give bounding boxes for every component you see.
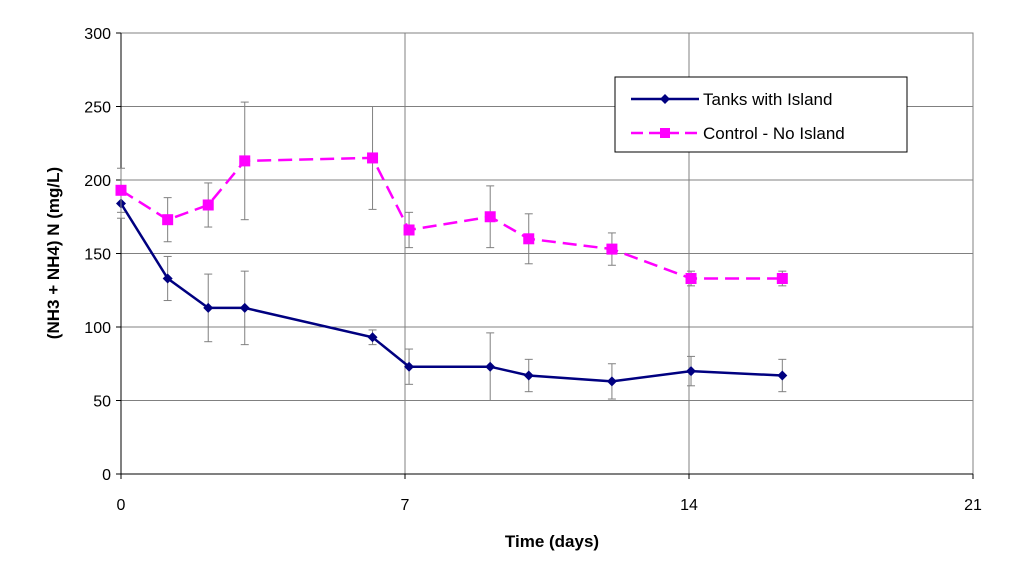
y-tick-label: 50 <box>93 394 111 411</box>
legend: Tanks with Island Control - No Island <box>614 76 908 153</box>
y-axis-title: (NH3 + NH4) N (mg/L) <box>44 167 63 339</box>
y-tick-label: 100 <box>84 320 111 337</box>
data-point-square <box>239 155 251 167</box>
data-point-diamond <box>203 302 214 313</box>
data-point-square <box>162 214 174 226</box>
y-tick-label: 200 <box>84 173 111 190</box>
data-point-square <box>776 272 788 284</box>
y-tick-label: 150 <box>84 247 111 264</box>
data-point-diamond <box>162 273 173 284</box>
data-point-diamond <box>404 361 415 372</box>
series-control-no-island <box>115 101 788 287</box>
legend-label-control-no-island: Control - No Island <box>703 124 845 143</box>
series-layer <box>115 101 788 401</box>
data-point-square <box>367 152 379 164</box>
data-point-square <box>484 211 496 223</box>
legend-marker-diamond-icon <box>660 94 670 104</box>
data-point-square <box>606 243 618 255</box>
legend-marker-square-icon <box>660 128 670 138</box>
data-point-square <box>523 233 535 245</box>
x-axis-ticks: 0 7 14 21 <box>117 473 982 514</box>
x-tick-label: 14 <box>680 497 698 514</box>
y-tick-label: 250 <box>84 100 111 117</box>
x-tick-label: 7 <box>401 497 410 514</box>
data-point-diamond <box>485 361 496 372</box>
data-point-diamond <box>367 332 378 343</box>
data-point-diamond <box>686 366 697 377</box>
legend-label-tanks-with-island: Tanks with Island <box>703 90 832 109</box>
data-point-square <box>115 184 127 196</box>
data-point-diamond <box>523 370 534 381</box>
x-axis-title: Time (days) <box>505 532 599 551</box>
data-point-diamond <box>777 370 788 381</box>
data-point-square <box>403 224 415 236</box>
legend-box <box>614 76 908 153</box>
y-axis-ticks: 0 50 100 150 200 250 300 <box>84 26 122 484</box>
x-tick-label: 0 <box>117 497 126 514</box>
y-tick-label: 0 <box>102 467 111 484</box>
x-tick-label: 21 <box>964 497 982 514</box>
gridlines <box>121 33 973 474</box>
data-point-diamond <box>239 302 250 313</box>
data-point-square <box>202 199 214 211</box>
y-tick-label: 300 <box>84 26 111 43</box>
data-point-diamond <box>606 376 617 387</box>
data-point-square <box>685 272 697 284</box>
